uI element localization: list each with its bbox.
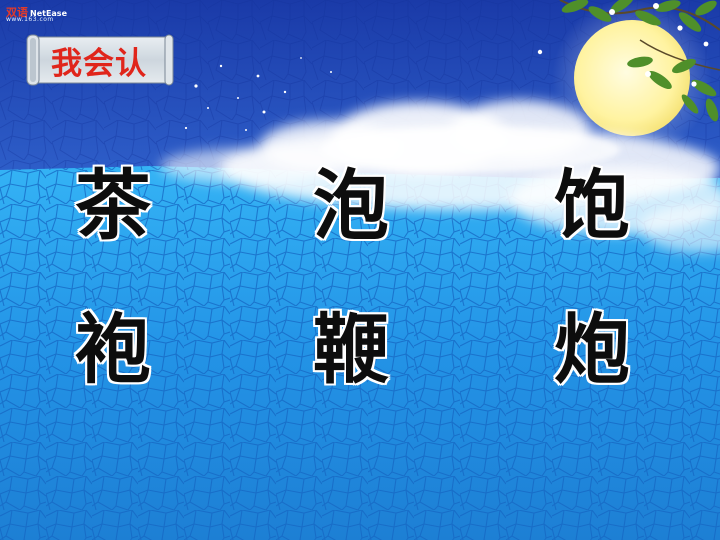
- stars: [184, 49, 543, 131]
- site-logo: 双语 NetEase: [6, 4, 67, 22]
- logo-site-url: www.163.com: [6, 16, 54, 23]
- character-cha: 茶: [75, 161, 151, 250]
- logo-brand-en: NetEase: [30, 9, 67, 18]
- character-pao-robe: 袍: [75, 305, 151, 394]
- character-bao: 饱: [554, 161, 630, 250]
- character-pao-water: 泡: [313, 161, 389, 250]
- title-scroll: [26, 34, 174, 86]
- tree-branch: [559, 0, 720, 122]
- page-title: 我会认: [51, 45, 147, 82]
- logo-brand-cn: 双语: [6, 6, 28, 19]
- character-pao-fire: 炮: [554, 305, 630, 394]
- character-bian: 鞭: [313, 305, 389, 394]
- moon: [574, 20, 690, 136]
